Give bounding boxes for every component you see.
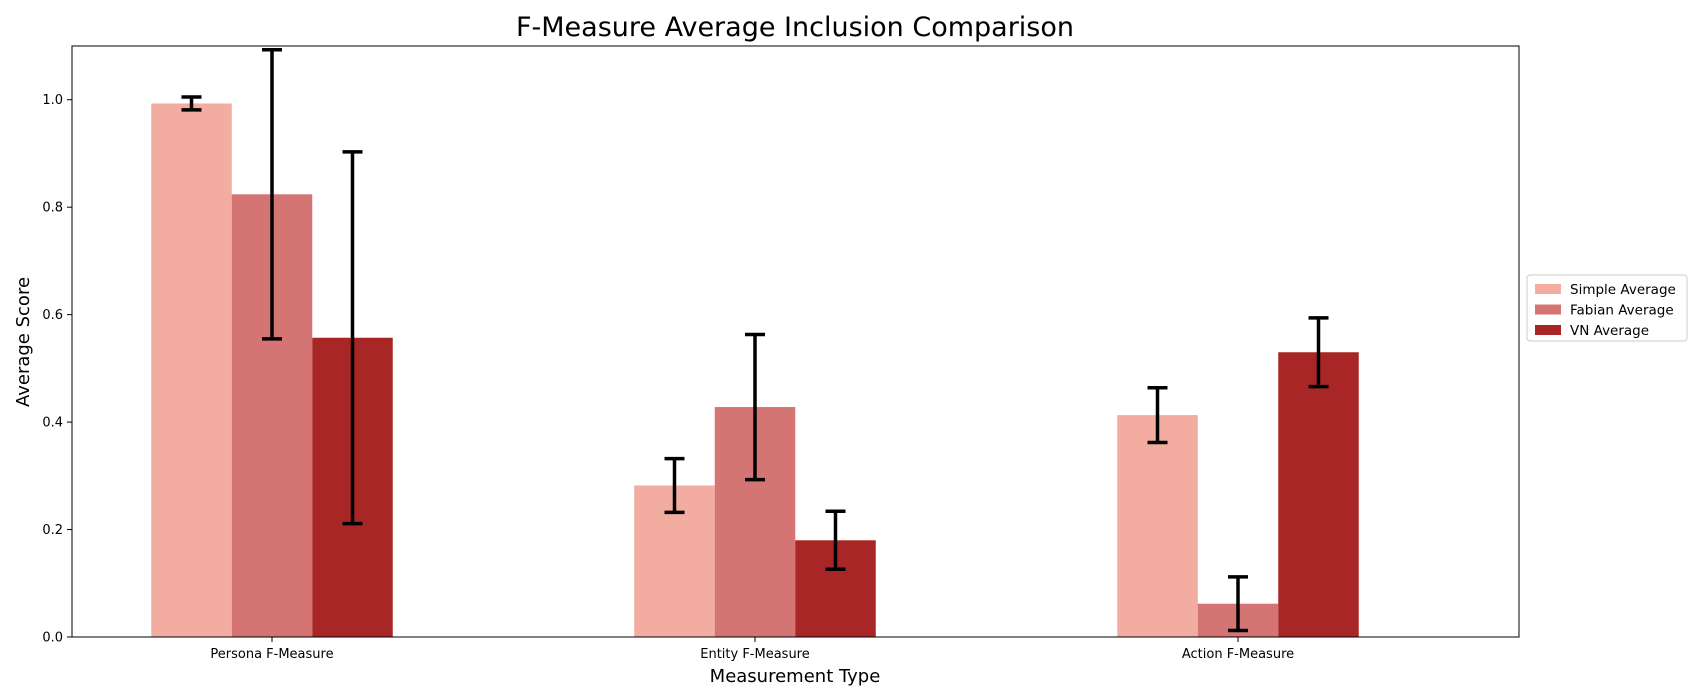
legend-label: Simple Average <box>1570 282 1676 298</box>
plot-frame <box>71 45 1520 638</box>
bar <box>151 103 232 638</box>
bar <box>1278 352 1359 637</box>
legend-label: Fabian Average <box>1570 303 1674 319</box>
y-tick-label: 0.4 <box>42 416 63 431</box>
chart-title: F-Measure Average Inclusion Comparison <box>516 12 1074 43</box>
x-tick-label: Entity F-Measure <box>700 647 810 662</box>
legend-frame <box>1526 274 1688 342</box>
y-tick-label: 0.8 <box>42 201 63 216</box>
y-tick-label: 0.2 <box>42 523 63 538</box>
y-tick-label: 0.6 <box>42 308 63 323</box>
y-tick-label: 0.0 <box>42 631 63 646</box>
x-tick-label: Action F-Measure <box>1182 647 1294 662</box>
x-tick-label: Persona F-Measure <box>210 647 333 662</box>
plot-area: 0.0 0.2 0.4 0.6 0.8 1.0 Persona F-Measure Entit… <box>42 45 1520 662</box>
y-tick-label: 1.0 <box>42 93 63 108</box>
bar <box>1117 415 1198 637</box>
legend-swatch <box>1535 284 1561 294</box>
legend-swatch <box>1535 325 1561 335</box>
legend: Simple Average Fabian Average VN Average <box>1526 274 1688 342</box>
legend-label: VN Average <box>1570 323 1649 339</box>
legend-swatch <box>1535 304 1561 315</box>
x-axis-title: Measurement Type <box>710 666 881 687</box>
y-axis-title: Average Score <box>13 277 34 407</box>
